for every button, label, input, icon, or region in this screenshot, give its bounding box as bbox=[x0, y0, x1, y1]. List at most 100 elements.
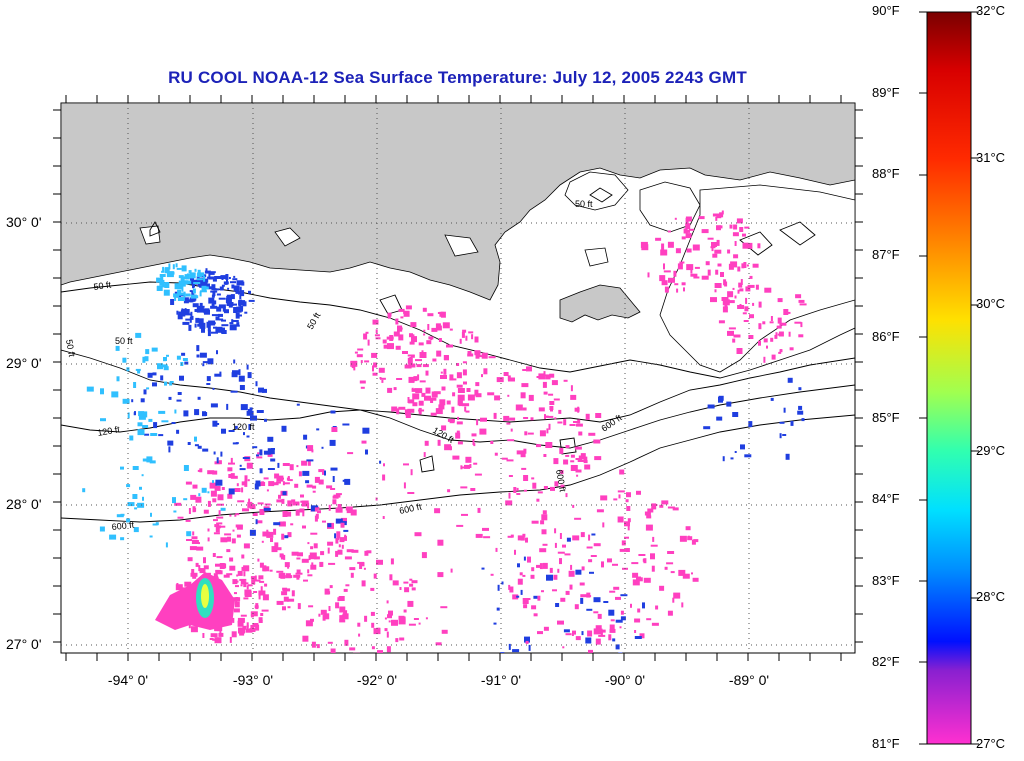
sst-pixel bbox=[346, 549, 354, 553]
sst-pixel bbox=[238, 369, 241, 376]
sst-pixel bbox=[380, 688, 387, 692]
sst-pixel bbox=[146, 456, 153, 463]
sst-pixel bbox=[129, 435, 134, 441]
sst-pixel bbox=[469, 464, 472, 468]
sst-pixel bbox=[336, 531, 341, 538]
sst-pixel bbox=[375, 329, 378, 334]
sst-pixel bbox=[707, 269, 711, 276]
sst-pixel bbox=[619, 469, 625, 475]
sst-pixel bbox=[287, 598, 295, 602]
sst-pixel bbox=[539, 563, 543, 570]
sst-pixel bbox=[645, 524, 653, 531]
sst-pixel bbox=[742, 312, 747, 315]
sst-pixel bbox=[798, 387, 802, 391]
sst-pixel bbox=[430, 412, 437, 416]
sst-pixel bbox=[476, 419, 479, 426]
sst-pixel bbox=[233, 597, 241, 602]
sst-pixel bbox=[613, 498, 618, 501]
sst-pixel bbox=[371, 352, 378, 358]
sst-pixel bbox=[282, 491, 287, 496]
sst-pixel bbox=[462, 403, 470, 407]
sst-pixel bbox=[593, 543, 601, 547]
sst-pixel bbox=[221, 428, 226, 434]
sst-pixel bbox=[578, 431, 583, 436]
colorbar-f-label: 89°F bbox=[872, 85, 900, 100]
contour-label: 600 ft bbox=[111, 520, 135, 532]
sst-pixel bbox=[168, 446, 171, 453]
sst-pixel bbox=[312, 490, 316, 493]
sst-pixel bbox=[359, 562, 365, 567]
colorbar-f-label: 83°F bbox=[872, 573, 900, 588]
sst-pixel bbox=[530, 574, 535, 579]
sst-pixel bbox=[196, 278, 203, 281]
sst-pixel bbox=[490, 441, 494, 444]
sst-pixel bbox=[350, 360, 358, 367]
sst-pixel bbox=[226, 294, 232, 301]
sst-pixel bbox=[145, 349, 150, 355]
sst-pixel bbox=[327, 641, 333, 644]
sst-pixel bbox=[387, 614, 392, 619]
sst-pixel bbox=[715, 216, 718, 221]
sst-pixel bbox=[170, 299, 175, 305]
sst-pixel bbox=[208, 286, 213, 290]
sst-pixel bbox=[568, 570, 575, 577]
sst-pixel bbox=[516, 493, 521, 495]
sst-pixel bbox=[403, 310, 410, 317]
sst-pixel bbox=[627, 524, 630, 531]
sst-pixel bbox=[264, 503, 271, 506]
sst-pixel bbox=[283, 554, 286, 560]
sst-pixel bbox=[441, 629, 448, 634]
sst-pixel bbox=[267, 436, 274, 442]
sst-pixel bbox=[570, 454, 575, 458]
sst-pixel bbox=[413, 388, 416, 391]
sst-pixel bbox=[316, 644, 320, 649]
sst-pixel bbox=[475, 533, 483, 538]
sst-pixel bbox=[330, 488, 336, 490]
sst-pixel bbox=[423, 333, 426, 336]
sst-pixel bbox=[217, 625, 223, 632]
sst-pixel bbox=[410, 354, 415, 358]
sst-pixel bbox=[294, 483, 299, 488]
sst-pixel bbox=[133, 527, 139, 533]
sst-pixel bbox=[230, 475, 238, 479]
sst-pixel bbox=[490, 573, 494, 576]
sst-pixel bbox=[282, 511, 288, 517]
sst-pixel bbox=[337, 549, 343, 555]
sst-pixel bbox=[740, 444, 745, 450]
sst-pixel bbox=[213, 326, 217, 329]
sst-pixel bbox=[282, 463, 290, 466]
sst-pixel bbox=[694, 266, 700, 269]
sst-pixel bbox=[391, 619, 398, 626]
sst-pixel bbox=[449, 421, 455, 424]
sst-pixel bbox=[701, 275, 709, 280]
sst-pixel bbox=[409, 341, 415, 345]
sst-pixel bbox=[197, 269, 201, 274]
sst-pixel bbox=[732, 338, 736, 343]
sst-pixel bbox=[132, 466, 139, 470]
sst-pixel bbox=[318, 479, 324, 485]
sst-pixel bbox=[437, 439, 441, 446]
sst-pixel bbox=[182, 309, 190, 314]
sst-pixel bbox=[563, 629, 570, 633]
sst-pixel bbox=[443, 355, 449, 360]
sst-pixel bbox=[525, 640, 529, 644]
sst-pixel bbox=[191, 540, 199, 544]
sst-pixel bbox=[663, 263, 665, 270]
sst-pixel bbox=[339, 537, 345, 543]
sst-pixel bbox=[715, 269, 719, 275]
sst-pixel bbox=[757, 243, 761, 249]
sst-pixel bbox=[229, 565, 236, 571]
sst-pixel bbox=[755, 284, 759, 290]
sst-pixel bbox=[675, 248, 681, 254]
sst-pixel bbox=[457, 394, 465, 401]
sst-pixel bbox=[722, 306, 728, 313]
sst-pixel bbox=[449, 328, 453, 331]
sst-pixel bbox=[552, 589, 557, 592]
sst-pixel bbox=[172, 264, 175, 270]
sst-pixel bbox=[570, 394, 577, 400]
sst-pixel bbox=[508, 643, 511, 650]
sst-pixel bbox=[202, 278, 209, 283]
sst-pixel bbox=[231, 284, 235, 289]
sst-pixel bbox=[647, 508, 654, 513]
sst-pixel bbox=[636, 576, 641, 580]
